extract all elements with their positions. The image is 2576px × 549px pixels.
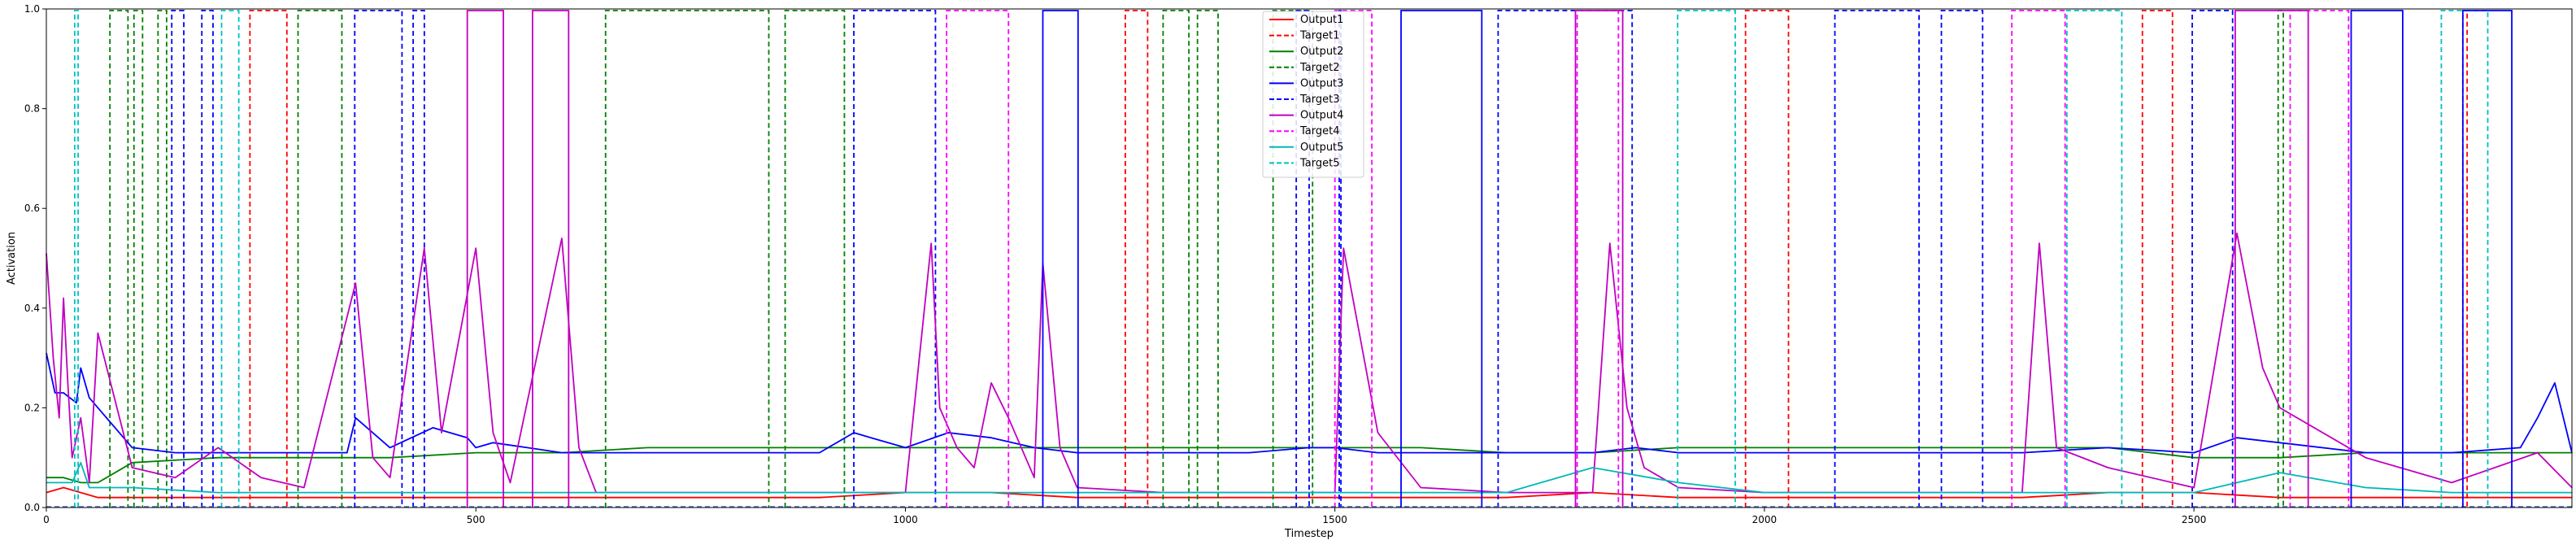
x-tick-label: 2500 [2182,514,2207,525]
y-tick-label: 0.8 [24,103,40,115]
legend-entry-label: Target3 [1299,94,1340,106]
target4-pulse-4 [2289,10,2350,508]
target2-pulse-3 [297,10,343,508]
target2-pulse-4 [604,10,770,508]
target2-pulse-6 [1162,10,1190,508]
legend-entry-label: Target1 [1299,30,1340,42]
x-tick-label: 1500 [1322,514,1347,525]
output2-line [46,447,2572,484]
y-tick-label: 0.2 [24,402,40,413]
target5-pulse-3 [2065,10,2123,508]
output4-line [46,232,2573,494]
legend-entry-label: Target5 [1299,157,1340,169]
target4-pulse-1 [1334,10,1373,508]
output4-block-pulse-0 [466,10,504,508]
x-tick-label: 500 [467,514,485,525]
x-tick-label: 2000 [1752,514,1778,525]
target1-pulse-3 [2141,10,2174,508]
y-tick-label: 0.0 [24,502,40,513]
legend-entry-label: Target4 [1299,125,1340,137]
target2-pulse-8 [1272,10,1314,508]
target4-pulse-3 [2011,10,2066,508]
target3-pulse-2 [354,10,403,508]
target5-pulse-1 [220,10,240,508]
y-tick-label: 0.4 [24,303,40,314]
output-block-pulse-0 [1042,10,1079,508]
target5-pulse-4 [2440,10,2489,508]
target3-pulse-0 [171,10,185,508]
y-tick-label: 1.0 [24,3,40,15]
target3-pulse-9 [1940,10,1984,508]
output-block-pulse-1 [1400,10,1483,508]
plot-area [46,10,2573,508]
legend-entry-label: Output1 [1300,14,1343,26]
legend-entry-label: Output3 [1300,77,1343,89]
target1-pulse-1 [1125,10,1149,508]
target3-pulse-6 [1338,10,1342,508]
legend-entry-label: Output2 [1300,46,1343,58]
legend: Output1 Target1 Output2 Target2 Output3 Targe… [1262,11,1364,178]
x-tick-label: 0 [43,514,50,525]
target1-pulse-0 [249,10,288,508]
target5-pulse-0 [73,10,79,508]
target3-pulse-10 [2191,10,2234,508]
output-block-pulse-3 [2461,10,2513,508]
target2-pulse-2 [157,10,168,508]
target2-pulse-1 [133,10,144,508]
x-tick-label: 1000 [893,514,918,525]
target2-pulse-0 [109,10,129,508]
legend-entry-label: Output5 [1300,142,1343,154]
legend-entry-label: Target2 [1299,62,1340,74]
target1-pulse-2 [1744,10,1790,508]
output4-block-pulse-3 [2234,10,2309,508]
output-block-pulse-2 [2350,10,2404,508]
legend-entry-label: Output4 [1300,110,1343,122]
target2-pulse-7 [1196,10,1219,508]
target3-pulse-3 [412,10,425,508]
axis-ticks: 0 500 1000 1500 2000 2500 0.0 0.2 0.4 0.6 0.8 1.0 [24,3,2207,525]
target3-pulse-5 [1295,10,1310,508]
legend-frame [1262,11,1364,178]
target4-pulse-2 [1576,10,1620,508]
output4-block-pulse-2 [1574,10,1624,508]
target3-pulse-8 [1834,10,1920,508]
target5-pulse-2 [1677,10,1736,508]
axes-frame [46,8,2573,508]
target3-pulse-1 [201,10,214,508]
target2-pulse-5 [784,10,846,508]
x-axis-label: Timestep [1284,528,1334,540]
output5-line [46,461,2572,494]
target4-pulse-0 [946,10,1010,508]
output3-line [46,352,2573,454]
y-tick-label: 0.6 [24,203,40,214]
output4-block-pulse-1 [532,10,570,508]
y-axis-label: Activation [6,232,18,285]
target3-pulse-4 [853,10,937,508]
target3-pulse-7 [1497,10,1634,508]
